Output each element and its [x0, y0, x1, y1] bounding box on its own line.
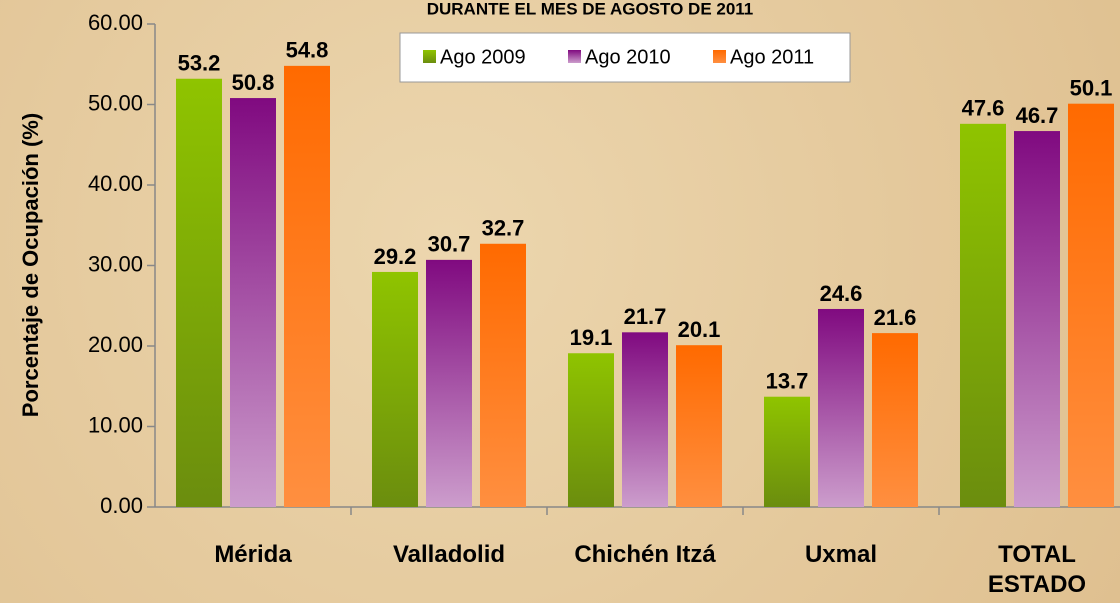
data-label: 50.1 [1070, 76, 1113, 101]
data-label: 50.8 [232, 70, 275, 95]
data-label: 20.1 [678, 317, 721, 342]
bar [284, 65, 330, 508]
data-label: 13.7 [766, 369, 809, 394]
data-label: 53.2 [178, 51, 221, 76]
data-label: 21.7 [624, 304, 667, 329]
chart-title: DURANTE EL MES DE AGOSTO DE 2011 [427, 0, 754, 18]
bar [568, 353, 614, 507]
y-tick-label: 10.00 [88, 412, 143, 437]
x-tick-label: TOTAL ESTADO [987, 541, 1087, 598]
data-label: 46.7 [1016, 103, 1059, 128]
data-label: 21.6 [874, 305, 917, 330]
data-label: 24.6 [820, 281, 863, 306]
data-label: 54.8 [286, 38, 329, 63]
bar [676, 345, 722, 507]
bar [622, 332, 668, 507]
bar [872, 333, 918, 507]
bar [230, 98, 276, 507]
y-tick-label: 50.00 [88, 90, 143, 115]
bar [818, 308, 864, 507]
bar [480, 243, 526, 507]
y-tick-label: 60.00 [88, 10, 143, 35]
y-tick-label: 40.00 [88, 171, 143, 196]
data-label: 19.1 [570, 325, 613, 350]
bar [764, 396, 810, 507]
data-label: 32.7 [482, 216, 525, 241]
x-tick-label: Chichén Itzá [574, 541, 716, 568]
legend-swatch [568, 50, 581, 63]
y-tick-label: 20.00 [88, 332, 143, 357]
data-label: 47.6 [962, 96, 1005, 121]
x-tick-label: Uxmal [804, 541, 878, 568]
legend-label: Ago 2011 [730, 46, 814, 68]
x-tick-label: Valladolid [392, 541, 506, 568]
bar [960, 123, 1006, 507]
bar [1014, 131, 1060, 507]
data-label: 29.2 [374, 244, 417, 269]
y-tick-label: 0.00 [100, 493, 143, 518]
legend-swatch [713, 50, 726, 63]
bar [426, 259, 472, 507]
legend-label: Ago 2009 [440, 46, 526, 68]
y-axis-label: Porcentaje de Ocupación (%) [18, 113, 43, 417]
bar [176, 78, 222, 508]
legend-box [399, 32, 851, 83]
x-tick-label: Mérida [214, 541, 292, 568]
legend-swatch [423, 50, 436, 63]
y-tick-label: 30.00 [88, 251, 143, 276]
legend-label: Ago 2010 [585, 46, 671, 68]
data-label: 30.7 [428, 232, 471, 257]
bar [1068, 103, 1114, 507]
bar [372, 271, 418, 507]
